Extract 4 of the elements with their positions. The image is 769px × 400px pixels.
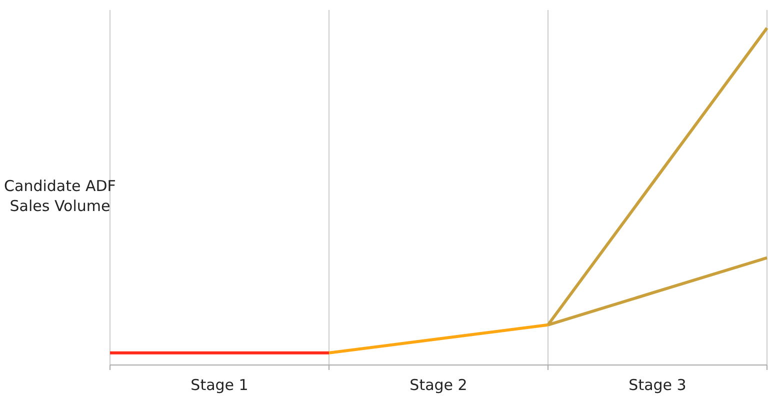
x-tick-label: Stage 2 bbox=[410, 376, 468, 394]
x-tick-label: Stage 1 bbox=[190, 376, 248, 394]
y-axis-title: Candidate ADF Sales Volume bbox=[4, 177, 116, 215]
x-tick-label: Stage 3 bbox=[628, 376, 686, 394]
